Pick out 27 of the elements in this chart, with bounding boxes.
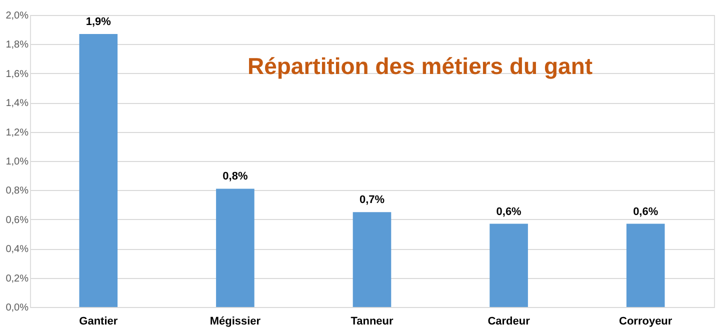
- y-tick-label: 1,0%: [6, 156, 29, 168]
- data-label: 0,6%: [496, 206, 522, 218]
- bar: [490, 224, 528, 307]
- y-tick-label: 1,8%: [6, 40, 29, 51]
- text: Répartition des métiers du gant: [247, 53, 593, 79]
- x-tick-label: Cardeur: [488, 316, 531, 328]
- data-label: 0,7%: [359, 194, 385, 206]
- y-tick-label: 0,2%: [6, 273, 29, 284]
- x-tick-label: Tanneur: [350, 316, 394, 328]
- x-tick-label: Mégissier: [210, 316, 262, 328]
- bar: [79, 34, 118, 307]
- bar: [626, 224, 665, 307]
- y-tick-label: 1,6%: [6, 68, 29, 80]
- bar: [352, 212, 392, 307]
- y-tick-label: 0,0%: [6, 302, 29, 314]
- data-label: 0,6%: [633, 206, 658, 218]
- y-tick-label: 0,6%: [6, 214, 29, 226]
- data-label: 1,9%: [86, 16, 112, 28]
- bar: [216, 188, 254, 307]
- y-tick-label: 0,8%: [6, 186, 29, 197]
- y-tick-label: 1,2%: [6, 127, 29, 138]
- x-tick-label: Corroyeur: [619, 316, 673, 328]
- y-tick-label: 0,4%: [6, 244, 29, 256]
- x-tick-label: Gantier: [79, 316, 118, 328]
- data-label: 0,8%: [222, 170, 248, 183]
- y-tick-label: 1,4%: [6, 98, 29, 110]
- y-tick-label: 2,0%: [6, 10, 29, 22]
